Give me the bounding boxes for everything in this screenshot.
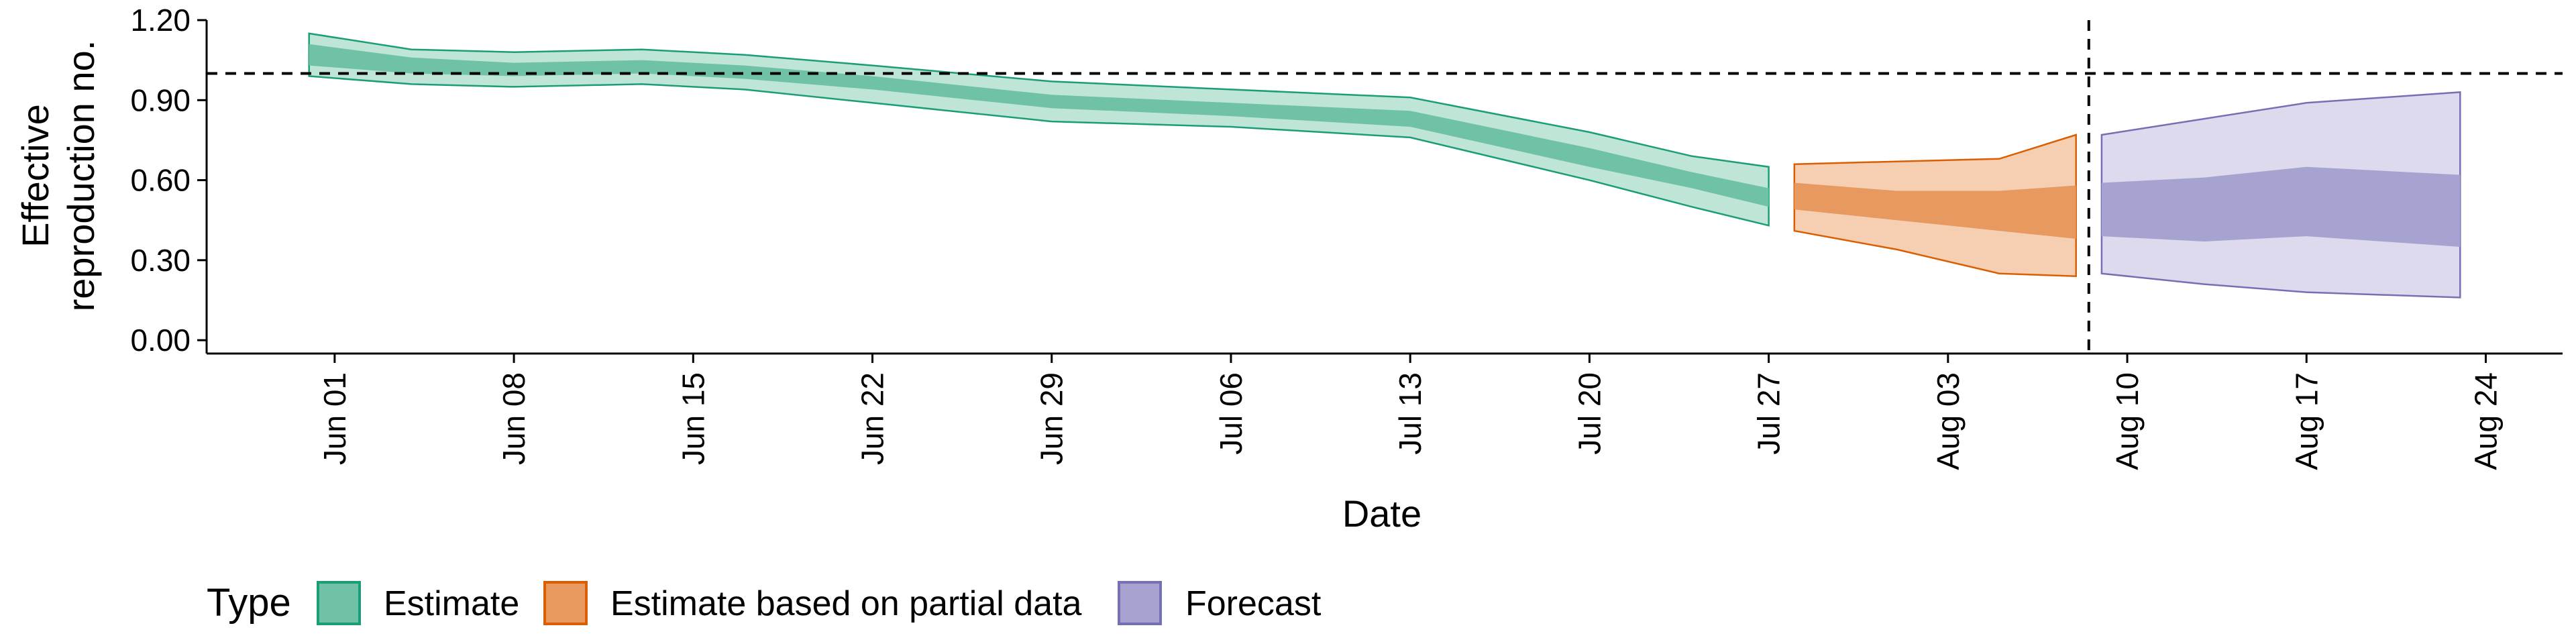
x-axis-title: Date xyxy=(1342,492,1421,535)
series-0-outer-band xyxy=(308,32,1770,227)
y-tick-label: 0.00 xyxy=(130,323,191,358)
x-tick-label: Jul 13 xyxy=(1393,372,1428,455)
y-axis-title-line2: reproduction no. xyxy=(60,40,102,312)
x-tick-label: Aug 03 xyxy=(1931,372,1966,470)
x-tick-label: Aug 24 xyxy=(2468,372,2503,470)
y-tick-label: 0.60 xyxy=(130,163,191,198)
series-2-inner-band xyxy=(2101,166,2461,247)
legend: Type Estimate Estimate based on partial … xyxy=(207,581,1322,625)
x-tick-label: Jul 20 xyxy=(1572,372,1607,455)
legend-key-forecast xyxy=(1118,581,1162,625)
legend-label-forecast: Forecast xyxy=(1185,584,1322,623)
x-tick-label: Aug 10 xyxy=(2110,372,2145,470)
x-tick-label: Aug 17 xyxy=(2289,372,2324,470)
legend-key-estimate xyxy=(317,581,361,625)
uncertainty-bands xyxy=(308,32,2461,299)
reference-lines xyxy=(207,20,2563,354)
y-tick-label: 0.90 xyxy=(130,83,191,117)
x-tick-label: Jun 22 xyxy=(855,372,890,465)
axes: 0.00 0.30 0.60 0.90 1.20 Jun 01 Jun 08 Jun 15 Ju… xyxy=(130,3,2563,470)
x-tick-label: Jul 27 xyxy=(1752,372,1786,455)
y-axis-title-line1: Effective xyxy=(14,104,56,248)
x-tick-label: Jul 06 xyxy=(1214,372,1248,455)
series-1-inner-band xyxy=(1794,182,2076,239)
legend-label-estimate: Estimate xyxy=(384,584,519,623)
axis-titles: Date Effective reproduction no. xyxy=(14,40,1421,535)
x-tick-label: Jun 29 xyxy=(1034,372,1069,465)
x-tick-label: Jun 08 xyxy=(496,372,531,465)
x-tick-label: Jun 15 xyxy=(676,372,710,465)
y-tick-label: 0.30 xyxy=(130,243,191,278)
y-tick-label: 1.20 xyxy=(130,3,191,38)
legend-label-partial: Estimate based on partial data xyxy=(610,584,1082,623)
series-0-inner-band xyxy=(309,44,1769,207)
legend-key-partial xyxy=(543,581,588,625)
x-tick-label: Jun 01 xyxy=(317,372,352,465)
legend-title: Type xyxy=(207,581,291,625)
